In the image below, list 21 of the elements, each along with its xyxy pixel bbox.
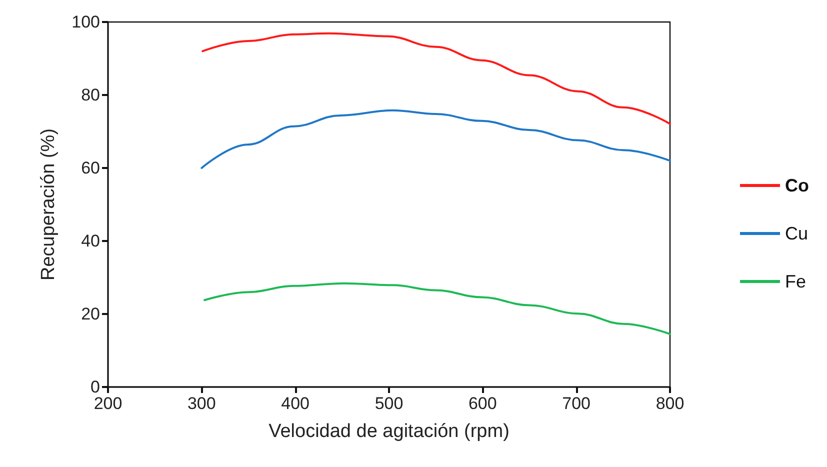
legend-label: Cu [785,224,808,244]
legend-label: Co [785,176,810,196]
y-tick-label: 0 [90,378,100,396]
line-series [200,109,671,169]
x-tick-label: 800 [656,394,684,413]
x-tick-label: 400 [281,394,310,413]
line-series [203,282,671,336]
x-tick-label: 700 [562,394,591,413]
x-tick-label: 500 [374,394,404,413]
x-tick-label: 600 [468,394,497,413]
x-tick-label: 300 [187,394,216,413]
y-tick-label: 20 [81,304,100,324]
y-axis-title: Recuperación (%) [38,128,59,281]
y-tick-label: 40 [81,232,100,250]
legend-label: Fe [785,272,806,292]
y-tick-label: 60 [81,158,100,178]
y-tick-label: 100 [72,12,100,32]
x-axis-title: Velocidad de agitación (rpm) [268,421,510,442]
x-tick-label: 200 [94,394,122,413]
y-tick-label: 80 [81,86,100,104]
line-series [202,32,671,125]
